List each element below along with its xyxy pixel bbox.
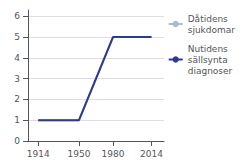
svg-text:3: 3 (14, 74, 20, 84)
svg-text:1914: 1914 (27, 149, 50, 159)
svg-text:2014: 2014 (140, 149, 163, 159)
svg-text:1980: 1980 (102, 149, 125, 159)
svg-text:diagnoser: diagnoser (188, 66, 233, 76)
svg-text:sällsynta: sällsynta (188, 55, 228, 65)
svg-text:0: 0 (14, 136, 20, 146)
svg-text:Dåtidens: Dåtidens (188, 14, 228, 24)
svg-text:5: 5 (14, 32, 20, 42)
svg-text:1: 1 (14, 115, 20, 125)
svg-text:sjukdomar: sjukdomar (188, 25, 236, 35)
svg-text:2: 2 (14, 94, 20, 104)
svg-text:Nutidens: Nutidens (188, 44, 228, 54)
svg-text:4: 4 (14, 53, 20, 63)
svg-text:1950: 1950 (68, 149, 91, 159)
svg-text:6: 6 (14, 11, 20, 21)
